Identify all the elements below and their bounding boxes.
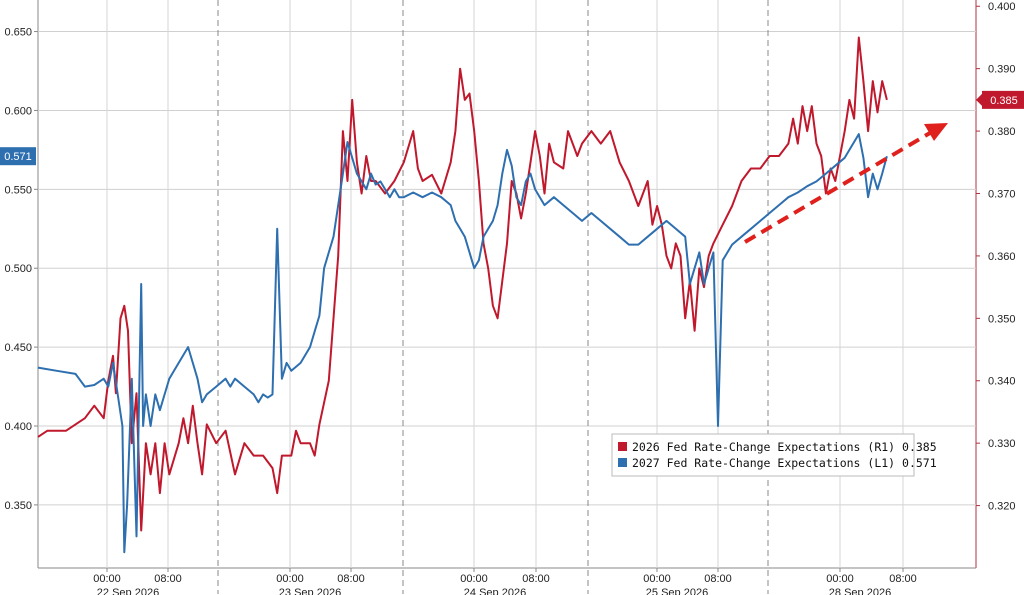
series-line-2026 [37, 36, 888, 532]
legend: 2026 Fed Rate-Change Expectations (R1) 0… [611, 433, 937, 477]
time-tick-label: 00:00 [276, 573, 304, 585]
right-tick-label: 0.400 [988, 1, 1016, 13]
time-tick-label: 08:00 [154, 573, 182, 585]
time-tick-label: 00:00 [93, 573, 121, 585]
right-tick-label: 0.320 [988, 501, 1016, 513]
left-tick-label: 0.500 [4, 263, 32, 275]
time-tick-label: 00:00 [643, 573, 671, 585]
legend-entry: 2027 Fed Rate-Change Expectations (L1) 0… [632, 456, 937, 470]
tag-pointer [976, 93, 982, 106]
day-label: 22 Sep 2026 [97, 587, 159, 595]
left-axis: 0.350 0.400 0.450 0.500 0.550 0.600 0.650 [4, 27, 38, 512]
right-tick-label: 0.370 [988, 188, 1016, 200]
time-axis: 00:00 08:00 00:00 08:00 00:00 08:00 00:00 08:00… [93, 568, 917, 595]
series-line-2027 [37, 133, 888, 554]
legend-entry: 2026 Fed Rate-Change Expectations (R1) 0… [632, 440, 937, 454]
day-label: 28 Sep 2026 [829, 587, 891, 595]
legend-swatch [618, 458, 627, 467]
legend-box [611, 433, 915, 477]
left-tick-label: 0.350 [4, 500, 32, 512]
right-tick-label: 0.360 [988, 251, 1016, 263]
last-value-tag-2026 [982, 90, 1024, 109]
time-tick-label: 00:00 [460, 573, 488, 585]
day-label: 23 Sep 2026 [279, 587, 341, 595]
grid [37, 0, 977, 569]
series-layer [37, 36, 888, 554]
last-value-tags: 0.385 0.571 [0, 90, 1024, 166]
last-value-label: 0.385 [990, 95, 1018, 107]
trend-arrow-head [924, 123, 948, 141]
right-tick-label: 0.350 [988, 313, 1016, 325]
left-tick-label: 0.550 [4, 184, 32, 196]
left-tick-label: 0.650 [4, 27, 32, 39]
day-separators [217, 0, 769, 594]
left-tick-label: 0.400 [4, 421, 32, 433]
legend-swatch [618, 442, 627, 451]
right-axis: 0.320 0.330 0.340 0.350 0.360 0.370 0.380 0.390… [976, 1, 1016, 513]
day-label: 24 Sep 2026 [464, 587, 526, 595]
time-tick-label: 08:00 [522, 573, 550, 585]
right-tick-label: 0.330 [988, 438, 1016, 450]
left-tick-label: 0.600 [4, 105, 32, 117]
right-tick-label: 0.390 [988, 64, 1016, 76]
last-value-label: 0.571 [4, 151, 32, 163]
time-tick-label: 08:00 [889, 573, 917, 585]
right-tick-label: 0.380 [988, 126, 1016, 138]
time-tick-label: 08:00 [337, 573, 365, 585]
trend-arrow [743, 123, 948, 244]
day-label: 25 Sep 2026 [646, 587, 708, 595]
time-tick-label: 08:00 [704, 573, 732, 585]
last-value-tag-2027 [0, 147, 36, 166]
right-tick-label: 0.340 [988, 376, 1016, 388]
left-tick-label: 0.450 [4, 342, 32, 354]
time-tick-label: 00:00 [826, 573, 854, 585]
